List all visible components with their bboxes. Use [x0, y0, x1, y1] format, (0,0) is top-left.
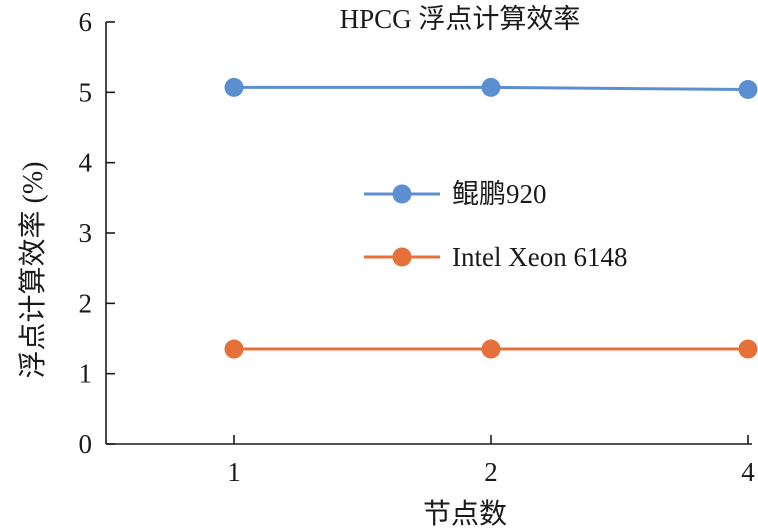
x-tick-label: 4: [741, 457, 755, 487]
legend-marker: [392, 247, 412, 267]
y-tick-label: 0: [79, 429, 93, 459]
y-tick-label: 5: [79, 77, 93, 107]
data-point: [481, 339, 501, 359]
y-tick-label: 3: [79, 218, 93, 248]
x-tick-label: 2: [484, 457, 498, 487]
series-2: [224, 339, 758, 359]
y-tick-label: 4: [79, 148, 93, 178]
legend-item: Intel Xeon 6148: [364, 242, 627, 272]
y-axis-title: 浮点计算效率 (%): [17, 162, 49, 379]
data-point: [224, 77, 244, 97]
chart-title: HPCG 浮点计算效率: [340, 4, 581, 34]
legend-item: 鲲鹏920: [364, 179, 547, 209]
legend-label: Intel Xeon 6148: [452, 242, 627, 272]
y-tick-label: 2: [79, 288, 93, 318]
series-layer: [224, 77, 758, 359]
data-point: [738, 339, 758, 359]
series-1: [224, 77, 758, 100]
axes-layer: 0 1 2 3 4 5 6 1 2 4: [79, 7, 756, 487]
legend: 鲲鹏920 Intel Xeon 6148: [364, 179, 627, 272]
legend-label: 鲲鹏920: [452, 179, 547, 209]
y-tick-label: 1: [79, 359, 93, 389]
x-axis-title: 节点数: [423, 498, 507, 530]
legend-marker: [392, 184, 412, 204]
y-tick-label: 6: [79, 7, 93, 37]
data-point: [224, 339, 244, 359]
x-tick-label: 1: [227, 457, 241, 487]
data-point: [738, 80, 758, 100]
data-point: [481, 77, 501, 97]
